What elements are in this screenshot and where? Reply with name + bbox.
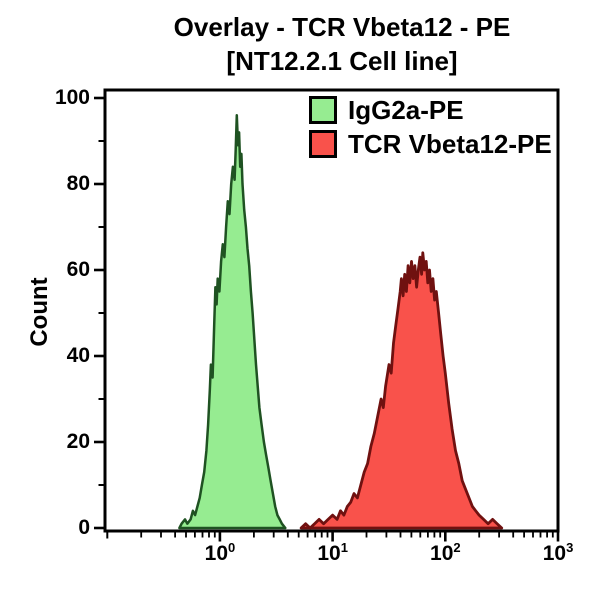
y-tick-label: 80 bbox=[66, 172, 90, 195]
plot-border bbox=[103, 88, 560, 533]
chart-title-line1: Overlay - TCR Vbeta12 - PE bbox=[173, 12, 511, 42]
y-tick-label: 100 bbox=[54, 86, 90, 109]
legend-item-tcr-vbeta12: TCR Vbeta12-PE bbox=[309, 130, 552, 158]
y-tick-label: 40 bbox=[66, 344, 90, 367]
x-tick-label: 102 bbox=[430, 540, 461, 565]
x-tick-label: 100 bbox=[204, 540, 236, 565]
chart-title-line2: [NT12.2.1 Cell line] bbox=[226, 46, 458, 76]
x-tick-label: 103 bbox=[542, 540, 574, 565]
legend-swatch-green bbox=[309, 96, 337, 124]
legend-label-igg2a: IgG2a-PE bbox=[348, 95, 464, 125]
y-tick-label: 60 bbox=[66, 258, 90, 281]
x-tick-label: 101 bbox=[317, 540, 348, 565]
histogram-series-0 bbox=[178, 113, 287, 530]
y-tick-label: 0 bbox=[78, 516, 90, 539]
legend: IgG2a-PE TCR Vbeta12-PE bbox=[309, 96, 552, 164]
legend-label-tcr-vbeta12: TCR Vbeta12-PE bbox=[348, 129, 552, 159]
legend-item-igg2a: IgG2a-PE bbox=[309, 96, 552, 124]
legend-swatch-red bbox=[309, 130, 337, 158]
histogram-series-1 bbox=[299, 251, 504, 530]
y-tick-label: 20 bbox=[66, 430, 90, 453]
